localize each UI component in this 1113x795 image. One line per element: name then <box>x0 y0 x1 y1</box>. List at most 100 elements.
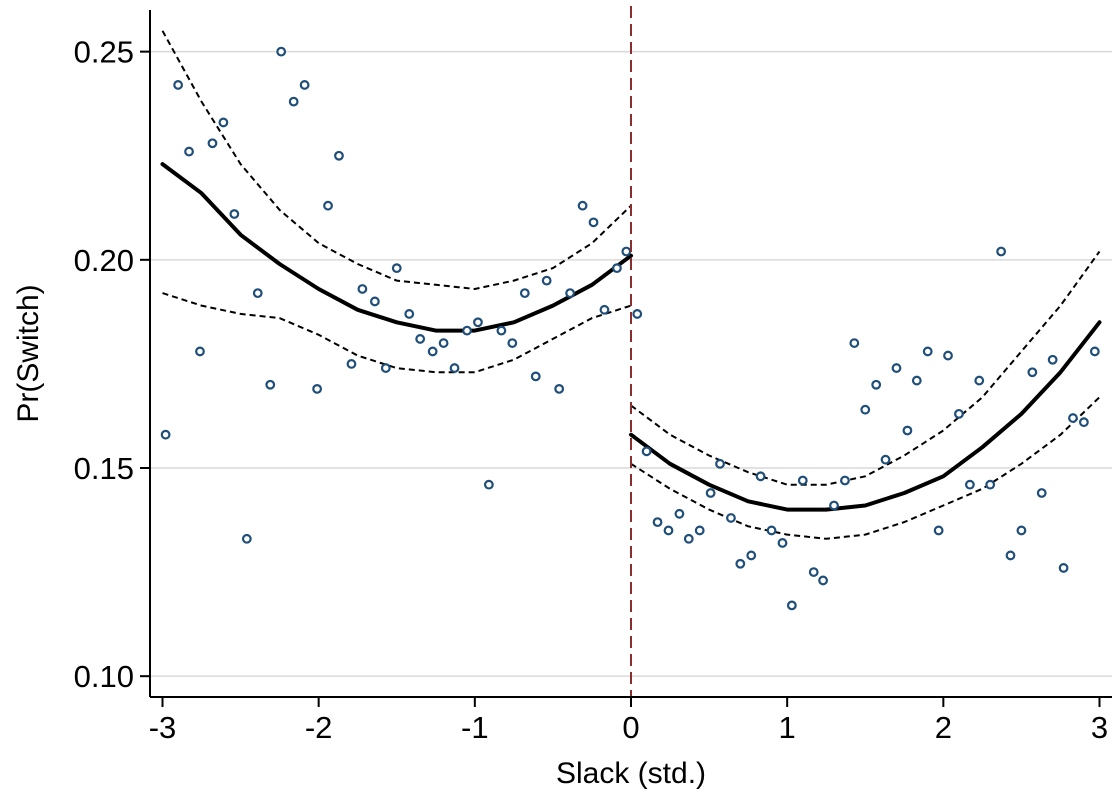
scatter-point-19 <box>380 363 391 373</box>
scatter-point-82 <box>1058 563 1069 573</box>
scatter-point-81 <box>1047 354 1058 365</box>
scatter-point-17 <box>357 284 368 294</box>
scatter-point-56 <box>786 600 797 611</box>
scatter-point-72 <box>954 408 964 419</box>
x-tick-label-6: 3 <box>1091 710 1108 745</box>
scatter-point-80 <box>1036 488 1047 498</box>
y-tick-label-2: 0.20 <box>74 243 134 278</box>
y-tick-label-1: 0.15 <box>74 451 134 486</box>
scatter-point-16 <box>346 359 357 369</box>
scatter-point-74 <box>974 375 985 386</box>
scatter-point-30 <box>507 338 518 348</box>
x-tick-label-4: 1 <box>779 710 796 745</box>
scatter-point-22 <box>415 334 426 344</box>
scatter-point-67 <box>902 425 913 436</box>
scatter-point-71 <box>943 350 953 361</box>
scatter-point-35 <box>565 288 575 299</box>
scatter-point-5 <box>218 117 229 128</box>
scatter-point-24 <box>438 338 449 348</box>
scatter-point-26 <box>462 325 472 336</box>
scatter-point-31 <box>519 288 530 299</box>
scatter-point-8 <box>252 288 263 299</box>
scatter-points <box>160 46 1100 611</box>
scatter-point-76 <box>996 246 1007 257</box>
scatter-point-58 <box>808 567 819 577</box>
scatter-point-55 <box>777 538 788 548</box>
scatter-point-61 <box>840 475 850 486</box>
scatter-point-42 <box>641 446 652 457</box>
scatter-point-10 <box>276 46 287 57</box>
scatter-point-23 <box>427 346 438 357</box>
scatter-point-38 <box>599 304 610 315</box>
x-axis-title: Slack (std.) <box>556 757 706 790</box>
scatter-point-14 <box>323 200 333 211</box>
scatter-point-32 <box>530 371 541 382</box>
scatter-point-54 <box>766 525 777 536</box>
ci-lower-left <box>162 292 632 374</box>
scatter-point-3 <box>195 346 205 357</box>
fit-line-right <box>629 320 1102 512</box>
scatter-point-2 <box>184 146 194 157</box>
scatter-point-13 <box>312 383 323 394</box>
scatter-point-64 <box>871 379 882 390</box>
x-tick-label-0: -3 <box>149 710 177 745</box>
scatter-point-45 <box>674 508 685 519</box>
scatter-point-15 <box>334 150 344 161</box>
scatter-point-70 <box>933 525 944 536</box>
scatter-point-7 <box>241 533 252 544</box>
y-tick-label-0: 0.10 <box>74 659 134 694</box>
scatter-point-68 <box>911 375 922 386</box>
scatter-point-69 <box>922 346 933 357</box>
scatter-point-75 <box>985 479 996 490</box>
scatter-point-44 <box>663 525 674 536</box>
scatter-point-6 <box>229 209 240 219</box>
scatter-point-47 <box>694 525 705 536</box>
x-tick-label-3: 0 <box>622 710 639 745</box>
ci-upper-right <box>630 250 1101 486</box>
scatter-point-21 <box>404 309 415 319</box>
confidence-bands <box>161 30 1101 540</box>
scatter-point-77 <box>1005 550 1016 561</box>
scatter-point-9 <box>265 379 276 390</box>
scatter-point-78 <box>1016 525 1027 536</box>
scatter-point-1 <box>173 80 184 90</box>
scatter-point-57 <box>797 475 808 486</box>
scatter-point-46 <box>683 533 694 544</box>
scatter-point-12 <box>299 80 310 90</box>
scatter-point-4 <box>207 138 218 149</box>
scatter-point-37 <box>588 217 599 228</box>
scatter-point-53 <box>755 471 766 482</box>
scatter-point-49 <box>715 458 725 469</box>
scatter-point-0 <box>160 429 171 440</box>
scatter-point-66 <box>891 363 902 373</box>
scatter-point-36 <box>577 200 588 211</box>
scatter-point-50 <box>726 513 736 523</box>
scatter-point-48 <box>705 488 716 498</box>
scatter-point-41 <box>632 309 643 319</box>
scatter-point-34 <box>554 383 565 394</box>
scatter-point-60 <box>829 500 839 511</box>
scatter-point-51 <box>735 558 746 569</box>
scatter-point-29 <box>496 325 507 336</box>
y-ticks: 0.10 0.15 0.20 0.25 <box>74 35 150 694</box>
x-tick-label-5: 2 <box>935 710 952 745</box>
scatter-point-83 <box>1068 413 1078 423</box>
scatter-point-40 <box>621 246 632 257</box>
scatter-point-25 <box>449 363 460 373</box>
scatter-point-11 <box>288 96 299 107</box>
y-tick-label-3: 0.25 <box>74 35 134 70</box>
x-tick-label-1: -2 <box>305 710 333 745</box>
scatter-point-18 <box>369 296 380 307</box>
scatter-point-65 <box>880 454 891 465</box>
scatter-point-85 <box>1089 346 1100 357</box>
scatter-point-79 <box>1027 367 1038 378</box>
ci-upper-left <box>161 30 632 291</box>
scatter-point-39 <box>612 263 622 274</box>
scatter-point-73 <box>964 479 975 490</box>
scatter-point-28 <box>483 479 494 490</box>
scatter-point-43 <box>652 517 663 528</box>
x-tick-label-2: -1 <box>461 710 489 745</box>
scatter-point-62 <box>849 338 860 348</box>
